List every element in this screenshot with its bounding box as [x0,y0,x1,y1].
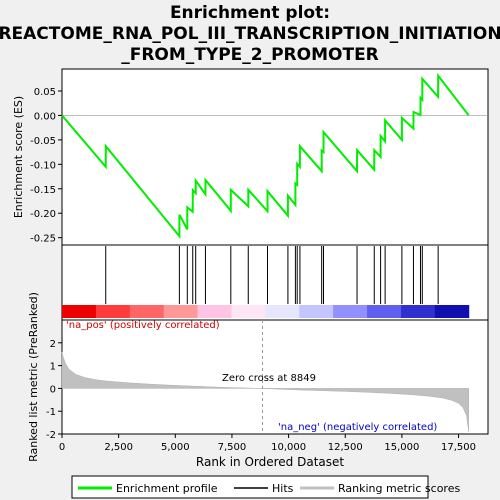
es-ytick-label: -0.25 [30,234,56,245]
rank-ytick-label: 2 [50,339,56,350]
x-tick-label: 17,500 [441,442,476,453]
legend: Enrichment profile Hits Ranking metric s… [71,475,460,499]
x-tick-label: 0 [59,442,65,453]
colorbar-segment [265,305,300,318]
enrichment-profile-line [61,72,470,240]
x-tick-label: 5,000 [161,442,190,453]
x-tick-label: 15,000 [384,442,419,453]
es-ylabel: Enrichment score (ES) [12,96,25,218]
colorbar-segment [62,305,97,318]
colorbar-segment [434,305,470,318]
title-line-2: REACTOME_RNA_POL_III_TRANSCRIPTION_INITI… [0,24,500,44]
legend-enrichment-label: Enrichment profile [116,482,218,495]
colorbar-segment [231,305,266,318]
rank-colorbar [62,305,470,318]
x-axis-label: Rank in Ordered Dataset [196,455,344,469]
colorbar-segment [163,305,199,318]
x-tick-label: 7,500 [218,442,247,453]
es-ytick-label: 0.00 [34,111,56,122]
colorbar-segment [367,305,402,318]
x-axis: 0 2,500 5,000 7,500 10,000 12,500 15,000 17,500 [59,434,476,453]
chart-title: Enrichment plot: REACTOME_RNA_POL_III_TR… [0,3,500,65]
rank-panel [61,319,489,435]
rank-ytick-label: -1 [46,407,56,418]
ranking-metric-area [61,351,469,432]
colorbar-segment [129,305,165,318]
neg-correlated-label: 'na_neg' (negatively correlated) [278,422,437,433]
es-ytick-label: 0.05 [34,87,56,98]
colorbar-segment [400,305,436,318]
rank-ylabel: Ranked list metric (PreRanked) [27,292,40,462]
legend-hits-label: Hits [272,482,294,495]
rank-ytick-label: 1 [50,362,56,373]
colorbar-segment [95,305,131,318]
title-line-3: _FROM_TYPE_2_PROMOTER [121,45,379,65]
es-ytick-label: -0.15 [30,185,56,196]
rank-ytick-label: -2 [46,430,56,441]
es-y-axis: 0.05 0.00 -0.05 -0.10 -0.15 -0.20 -0.25 [30,87,62,245]
pos-correlated-label: 'na_pos' (positively correlated) [66,320,220,331]
es-panel [61,68,489,246]
x-tick-label: 12,500 [328,442,363,453]
colorbar-segment [333,305,368,318]
rank-y-axis: 2 1 0 -1 -2 [46,339,62,441]
colorbar-segment [197,305,232,318]
es-ytick-label: -0.10 [30,160,56,171]
x-tick-label: 2,500 [104,442,133,453]
legend-box [71,475,429,499]
legend-ranking-label: Ranking metric scores [338,482,460,495]
hit-markers [105,246,439,304]
zero-cross-label: Zero cross at 8849 [222,373,316,384]
colorbar-segment [299,305,334,318]
es-ytick-label: -0.20 [30,209,56,220]
title-line-1: Enrichment plot: [170,3,330,23]
rank-ytick-label: 0 [50,384,56,395]
es-ytick-label: -0.05 [30,136,56,147]
x-tick-label: 10,000 [271,442,306,453]
